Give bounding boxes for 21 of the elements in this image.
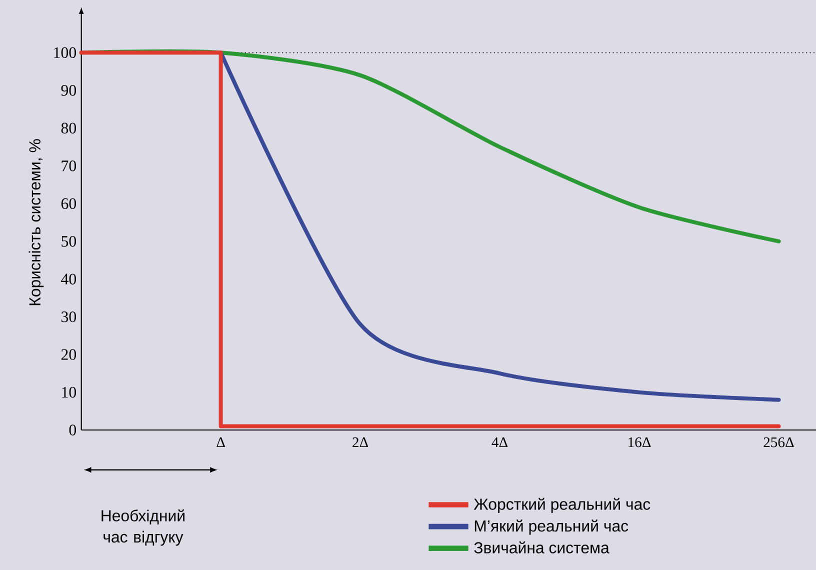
y-tick-label: 0 <box>69 424 76 436</box>
y-tick-label: 90 <box>61 84 76 96</box>
y-tick-label: 30 <box>62 311 76 322</box>
y-tick-label: 80 <box>61 122 76 134</box>
legend-label: Звичайна система <box>474 541 610 554</box>
y-tick-label: 10 <box>62 386 76 398</box>
x-tick-label: 4Δ <box>492 437 508 447</box>
x-tick-label: 2Δ <box>352 437 368 447</box>
y-tick-label: 100 <box>54 47 76 58</box>
legend-label: М’який реальний час <box>474 519 628 535</box>
y-tick-label: 60 <box>61 198 76 209</box>
y-tick-label: 20 <box>61 348 76 360</box>
x-tick-label: 256Δ <box>764 437 794 447</box>
legend-label: Жорсткий реальний час <box>474 498 650 513</box>
y-tick-label: 50 <box>62 236 76 247</box>
y-tick-label: 40 <box>61 274 76 284</box>
y-axis-title: Корисність системи, % <box>28 138 44 305</box>
x-tick-label: Δ <box>216 437 225 447</box>
x-tick-label: 16Δ <box>628 437 651 447</box>
y-tick-label: 70 <box>62 160 76 172</box>
text: Необхідний час відгуку <box>102 509 184 546</box>
